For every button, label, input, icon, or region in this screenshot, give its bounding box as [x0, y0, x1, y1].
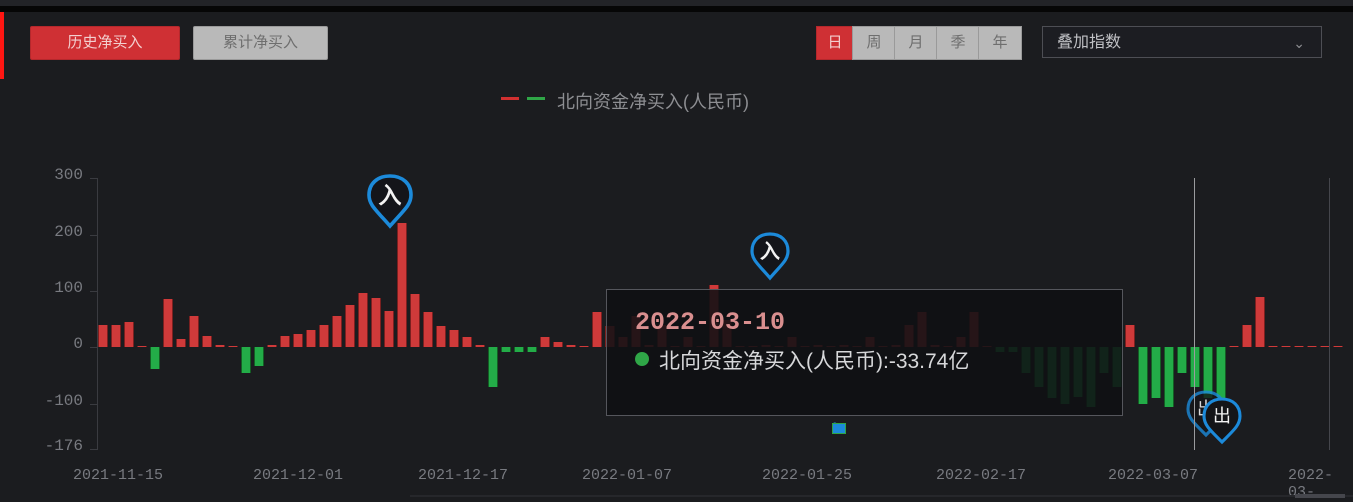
svg-text:出: 出 — [1213, 406, 1231, 426]
svg-text:入: 入 — [379, 182, 402, 208]
svg-text:入: 入 — [760, 240, 780, 263]
